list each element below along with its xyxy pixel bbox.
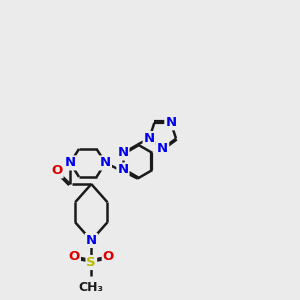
Text: O: O (103, 250, 114, 263)
Text: N: N (165, 116, 176, 129)
Text: O: O (51, 164, 63, 177)
Text: N: N (117, 146, 128, 160)
Text: N: N (64, 156, 76, 170)
Text: N: N (144, 132, 155, 145)
Text: N: N (100, 156, 111, 170)
Text: N: N (117, 164, 128, 176)
Text: S: S (86, 256, 96, 269)
Text: N: N (157, 142, 168, 155)
Text: N: N (86, 234, 97, 247)
Text: CH₃: CH₃ (79, 281, 104, 294)
Text: O: O (69, 250, 80, 263)
